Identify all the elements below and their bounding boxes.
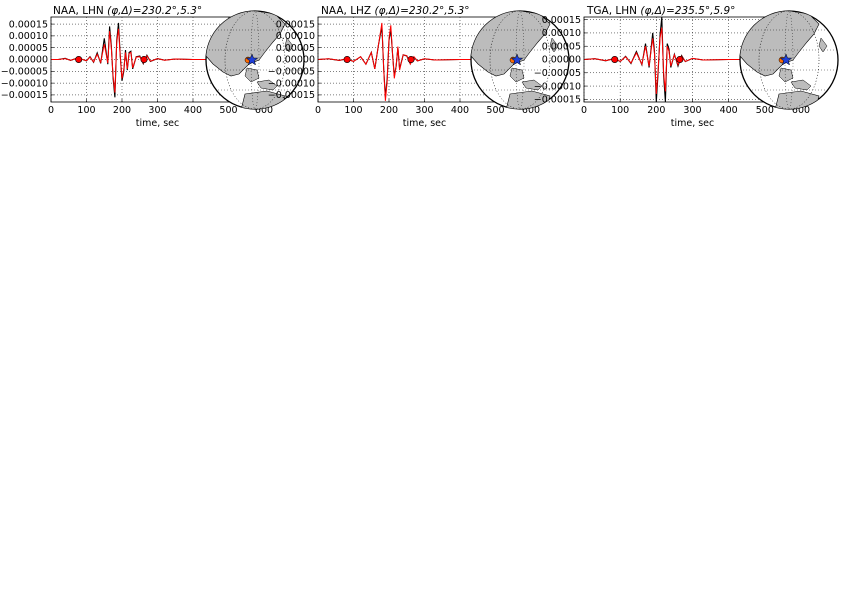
land-islands — [256, 79, 278, 91]
x-tick-label: 200 — [113, 105, 131, 116]
y-tick-label: −0.00010 — [268, 78, 315, 89]
x-tick-label: 500 — [756, 105, 774, 116]
y-tick-label: −0.00015 — [1, 90, 48, 101]
land-islands — [790, 79, 812, 91]
x-tick-label: 300 — [683, 105, 701, 116]
x-tick-label: 600 — [522, 105, 540, 116]
panel-3-title: TGA, LHN (φ,Δ)=235.5°,5.9° — [586, 5, 735, 17]
y-tick-label: −0.00015 — [268, 90, 315, 101]
x-tick-label: 100 — [344, 105, 362, 116]
y-tick-label: 0.00015 — [276, 19, 315, 30]
synthetic-trace — [318, 22, 531, 101]
globe-inset — [205, 10, 305, 110]
y-tick-label: −0.00005 — [268, 67, 315, 78]
window-marker — [75, 55, 83, 63]
y-tick-label: 0.00010 — [9, 31, 48, 42]
y-tick-label: 0.00005 — [276, 43, 315, 54]
panel-2-xlabel: time, sec — [403, 118, 447, 129]
y-tick-label: 0.00015 — [9, 19, 48, 30]
panel-3-plot: 0 100 200 300 400 500 600 0.00015 0.00010 0.00005… — [534, 10, 839, 116]
x-tick-label: 0 — [48, 105, 54, 116]
x-tick-label: 400 — [451, 105, 469, 116]
x-tick-label: 0 — [315, 105, 321, 116]
window-marker — [140, 55, 148, 63]
y-tick-label: −0.00015 — [534, 95, 581, 106]
y-tick-label: 0.00000 — [542, 55, 581, 66]
globe-meridian — [515, 11, 525, 109]
x-tick-label: 200 — [380, 105, 398, 116]
y-tick-label: −0.00005 — [534, 68, 581, 79]
y-tick-label: 0.00015 — [542, 15, 581, 26]
y-tick-label: 0.00010 — [542, 28, 581, 39]
globe-meridian — [489, 11, 551, 109]
y-tick-label: 0.00005 — [542, 41, 581, 52]
x-tick-label: 0 — [581, 105, 587, 116]
globe-inset — [470, 10, 570, 110]
x-tick-label: 600 — [255, 105, 273, 116]
y-tick-label: −0.00010 — [1, 78, 48, 89]
x-tick-label: 100 — [611, 105, 629, 116]
x-tick-label: 300 — [415, 105, 433, 116]
globe-meridian — [758, 11, 820, 109]
panel-2-title: NAA, LHZ (φ,Δ)=230.2°,5.3° — [321, 5, 470, 17]
land-japan — [284, 37, 294, 53]
panel-1-xlabel: time, sec — [136, 118, 180, 129]
land-indochina — [244, 67, 260, 83]
y-tick-label: 0.00005 — [9, 43, 48, 54]
land-asia — [206, 11, 286, 77]
x-tick-label: 500 — [486, 105, 504, 116]
land-japan — [549, 37, 559, 53]
window-marker — [407, 55, 415, 63]
epicenter-star-icon — [245, 53, 259, 66]
land-japan — [818, 37, 828, 53]
panel-1: NAA, LHN (φ,Δ)=230.2°,5.3° time, sec — [53, 5, 202, 129]
x-tick-label: 200 — [647, 105, 665, 116]
panel-1-plot: 0 100 200 300 400 500 600 0.000150.000100.00005… — [1, 10, 305, 116]
y-tick-label: 0.00010 — [276, 31, 315, 42]
x-tick-label: 400 — [184, 105, 202, 116]
globe-land — [206, 11, 304, 109]
land-asia — [740, 11, 820, 77]
x-tick-label: 600 — [792, 105, 810, 116]
panel-1-title: NAA, LHN (φ,Δ)=230.2°,5.3° — [53, 5, 202, 17]
window-marker — [676, 55, 684, 63]
land-indochina — [778, 67, 794, 83]
globe-meridian — [784, 11, 794, 109]
panel-3-xlabel: time, sec — [671, 118, 715, 129]
epicenter-star-icon — [779, 53, 793, 66]
land-islands — [521, 79, 543, 91]
y-tick-label: 0.00000 — [9, 55, 48, 66]
globe-meridian — [224, 11, 286, 109]
window-marker — [343, 55, 351, 63]
land-indochina — [509, 67, 525, 83]
panel-2: NAA, LHZ (φ,Δ)=230.2°,5.3° time, sec — [321, 5, 470, 129]
y-tick-label: −0.00010 — [534, 81, 581, 92]
globe-inset — [739, 10, 839, 110]
window-marker — [611, 55, 619, 63]
panel-2-plot: 0 100 200 300 400 500 600 0.000150.000100.00005… — [268, 10, 570, 116]
x-tick-label: 300 — [148, 105, 166, 116]
y-tick-label: −0.00005 — [1, 67, 48, 78]
land-asia — [471, 11, 551, 77]
globe-meridian — [250, 11, 260, 109]
panel-3: TGA, LHN (φ,Δ)=235.5°,5.9° time, sec — [586, 5, 735, 129]
x-tick-label: 500 — [219, 105, 237, 116]
epicenter-star-icon — [510, 53, 524, 66]
y-tick-label: 0.00000 — [276, 55, 315, 66]
x-tick-label: 100 — [77, 105, 95, 116]
x-tick-label: 400 — [720, 105, 738, 116]
synthetic-trace — [51, 28, 264, 93]
